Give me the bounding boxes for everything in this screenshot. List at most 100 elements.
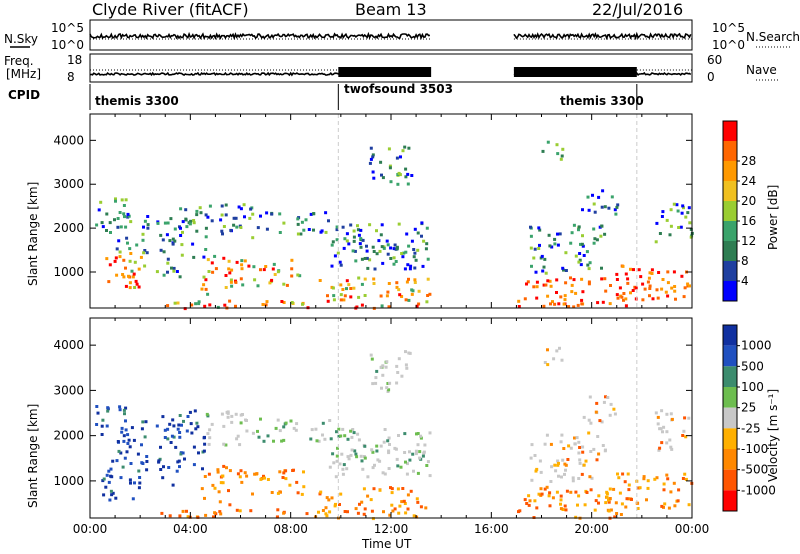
- power-echo-cell: [585, 250, 589, 254]
- power-echo-cell: [220, 229, 224, 233]
- power-echo-cell: [394, 260, 398, 263]
- power-echo-cell: [180, 243, 184, 247]
- power-echo-cell: [227, 259, 231, 263]
- power-echo-cell: [224, 286, 228, 289]
- velocity-echo-cell: [653, 477, 657, 481]
- velocity-echo-cell: [228, 503, 232, 507]
- velocity-echo-cell: [381, 364, 385, 368]
- velocity-echo-cell: [225, 466, 228, 470]
- velocity-echo-cell: [341, 467, 345, 471]
- power-echo-cell: [290, 301, 294, 304]
- power-echo-cell: [562, 302, 566, 306]
- power-echo-cell: [631, 289, 635, 292]
- velocity-echo-cell: [213, 486, 217, 490]
- power-echo-cell: [353, 249, 357, 253]
- velocity-echo-cell: [169, 441, 173, 444]
- power-echo-cell: [407, 298, 411, 302]
- velocity-echo-cell: [205, 412, 209, 416]
- power-echo-cell: [202, 275, 206, 279]
- power-echo-cell: [345, 287, 348, 291]
- power-echo-cell: [409, 264, 413, 268]
- power-echo-cell: [578, 258, 582, 262]
- velocity-echo-cell: [571, 479, 575, 483]
- velocity-colorbar-tick-label: -1000: [741, 483, 776, 497]
- power-echo-cell: [345, 279, 349, 283]
- velocity-echo-cell: [517, 510, 520, 514]
- velocity-echo-cell: [382, 510, 385, 514]
- velocity-echo-cell: [292, 426, 296, 430]
- velocity-echo-cell: [118, 408, 122, 412]
- power-echo-cell: [629, 267, 632, 271]
- power-echo-cell: [124, 198, 128, 202]
- velocity-echo-cell: [123, 456, 127, 460]
- velocity-echo-cell: [562, 447, 566, 450]
- velocity-echo-cell: [676, 499, 680, 503]
- velocity-echo-cell: [185, 509, 188, 513]
- power-echo-cell: [517, 299, 521, 303]
- velocity-echo-cell: [665, 430, 669, 434]
- velocity-echo-cell: [337, 427, 341, 431]
- velocity-echo-cell: [185, 429, 189, 433]
- power-echo-cell: [626, 281, 630, 285]
- power-echo-cell: [614, 212, 618, 216]
- velocity-echo-cell: [583, 503, 587, 507]
- power-echo-cell: [95, 223, 99, 227]
- power-echo-cell: [202, 255, 206, 259]
- velocity-echo-cell: [204, 513, 208, 517]
- velocity-echo-cell: [593, 508, 597, 512]
- power-echo-cell: [368, 161, 372, 165]
- velocity-echo-cell: [606, 396, 610, 399]
- velocity-echo-cell: [124, 406, 128, 410]
- power-colorbar-tick-label: 12: [741, 234, 756, 248]
- power-echo-cell: [170, 266, 173, 270]
- velocity-echo-cell: [381, 471, 385, 475]
- velocity-echo-cell: [682, 429, 686, 433]
- power-echo-cell: [591, 193, 594, 197]
- power-echo-cell: [632, 268, 635, 272]
- velocity-echo-cell: [607, 500, 611, 504]
- velocity-echo-cell: [668, 438, 672, 442]
- power-echo-cell: [115, 273, 119, 277]
- velocity-echo-cell: [670, 447, 674, 451]
- power-echo-cell: [179, 207, 183, 211]
- power-echo-cell: [604, 289, 608, 293]
- power-echo-cell: [386, 252, 390, 256]
- power-echo-cell: [162, 273, 166, 277]
- power-echo-cell: [290, 274, 294, 278]
- velocity-echo-cell: [245, 474, 249, 478]
- velocity-echo-cell: [404, 460, 407, 464]
- velocity-echo-cell: [266, 478, 270, 481]
- power-echo-cell: [529, 246, 533, 250]
- power-echo-cell: [682, 206, 685, 210]
- velocity-echo-cell: [266, 434, 270, 438]
- power-echo-cell: [413, 227, 417, 231]
- power-echo-cell: [173, 239, 177, 243]
- power-echo-cell: [301, 302, 304, 306]
- velocity-echo-cell: [143, 435, 147, 439]
- velocity-echo-cell: [262, 439, 266, 443]
- power-echo-cell: [664, 290, 668, 294]
- velocity-echo-cell: [328, 465, 332, 469]
- velocity-echo-cell: [387, 449, 391, 453]
- power-echo-cell: [228, 299, 232, 303]
- power-echo-cell: [232, 216, 236, 220]
- velocity-echo-cell: [159, 445, 162, 449]
- power-echo-cell: [666, 294, 670, 298]
- power-echo-cell: [650, 268, 654, 272]
- velocity-echo-cell: [206, 432, 210, 436]
- velocity-colorbar-cell: [723, 490, 737, 511]
- velocity-echo-cell: [101, 479, 105, 483]
- velocity-echo-cell: [332, 461, 336, 465]
- power-echo-cell: [197, 302, 201, 306]
- power-echo-cell: [349, 223, 353, 227]
- power-echo-cell: [420, 234, 423, 238]
- power-echo-cell: [672, 270, 676, 274]
- velocity-echo-cell: [128, 478, 132, 482]
- power-echo-cell: [408, 267, 412, 271]
- velocity-echo-cell: [603, 449, 607, 453]
- power-echo-cell: [379, 160, 383, 164]
- velocity-echo-cell: [282, 425, 286, 429]
- velocity-echo-cell: [585, 491, 589, 494]
- power-echo-cell: [253, 278, 257, 282]
- velocity-echo-cell: [414, 452, 418, 456]
